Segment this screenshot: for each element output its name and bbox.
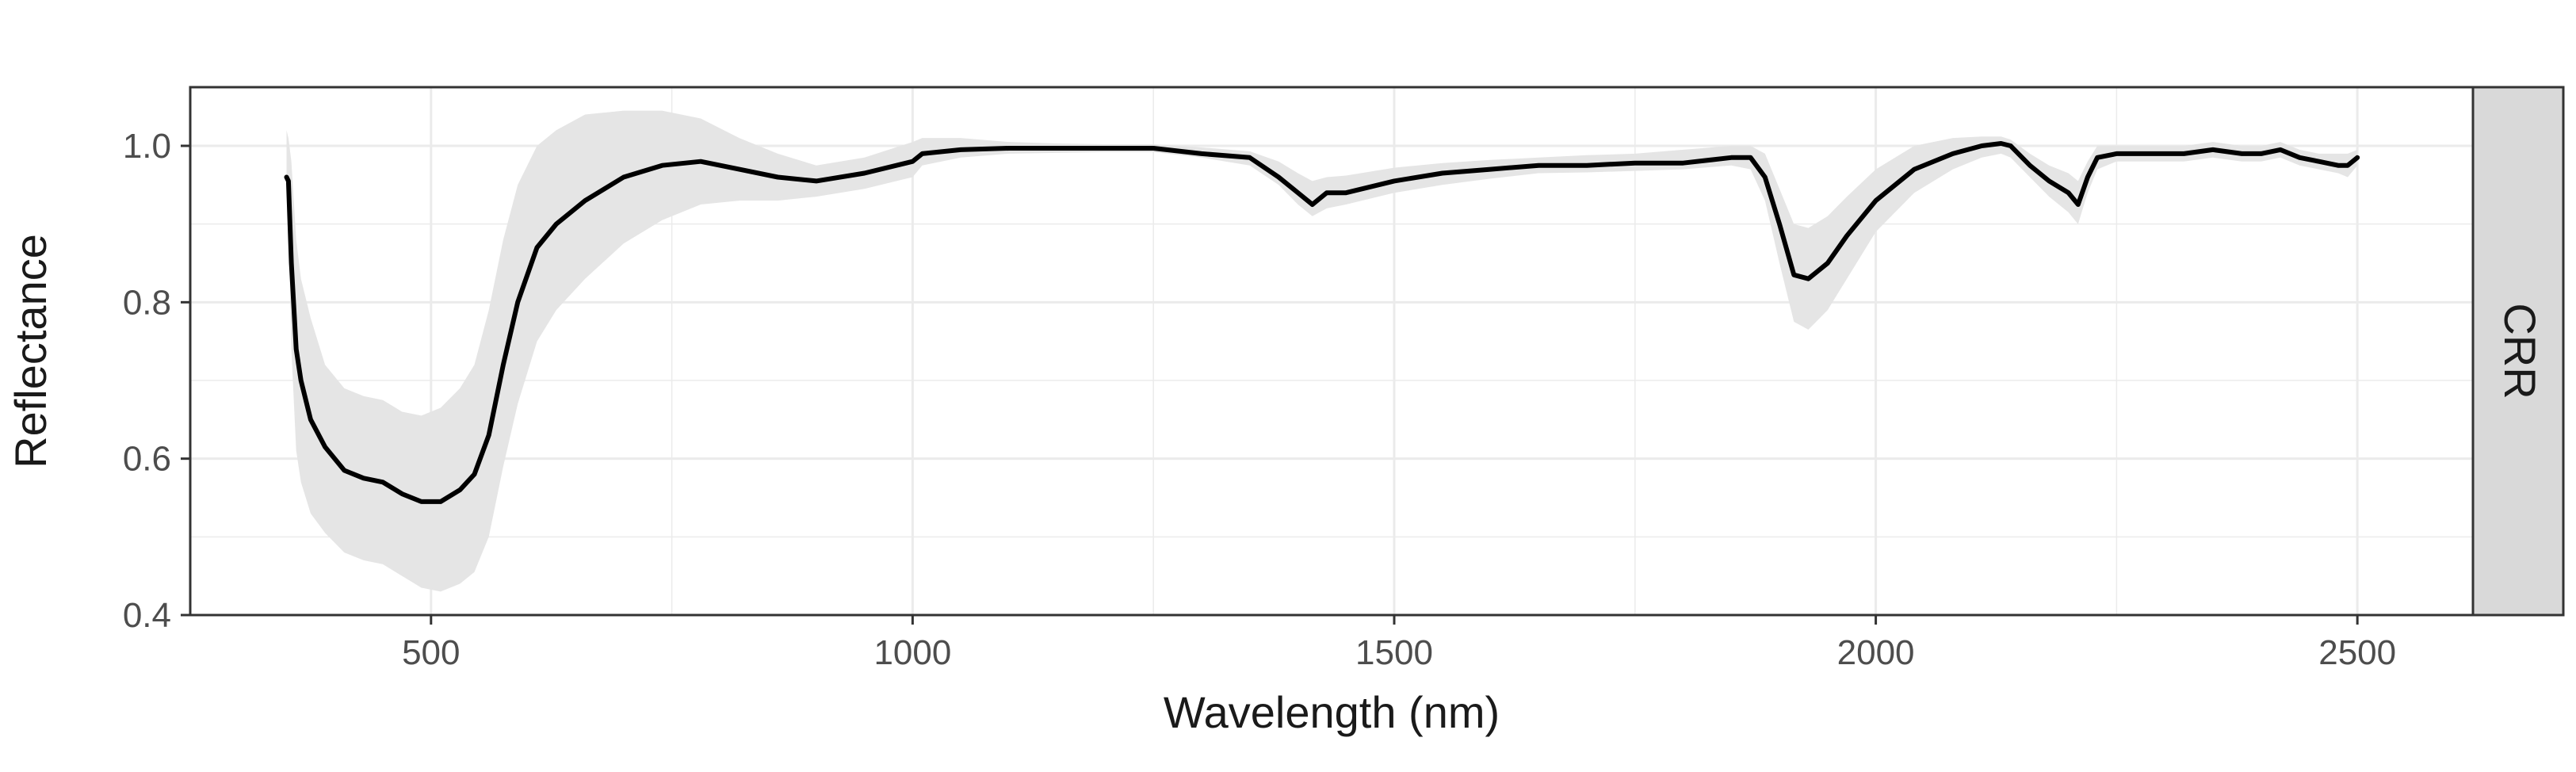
y-axis: 0.4 0.6 0.8 1.0 <box>123 127 190 635</box>
reflectance-line <box>284 141 2360 504</box>
y-tick-label: 0.4 <box>123 596 171 635</box>
x-tick-label: 1500 <box>1355 633 1433 672</box>
x-tick-label: 500 <box>402 633 460 672</box>
x-tick-label: 2500 <box>2318 633 2396 672</box>
x-axis-title: Wavelength (nm) <box>1164 687 1500 737</box>
confidence-ribbon <box>286 110 2358 592</box>
y-axis-title: Reflectance <box>6 234 55 468</box>
y-tick-label: 0.8 <box>123 283 171 322</box>
y-tick-label: 1.0 <box>123 127 171 166</box>
y-tick-label: 0.6 <box>123 440 171 479</box>
x-axis: 500 1000 1500 2000 2500 <box>402 615 2396 672</box>
x-tick-label: 1000 <box>873 633 951 672</box>
facet-strip-label: CRR <box>2495 303 2545 399</box>
facet-strip <box>2471 86 2565 617</box>
x-tick-label: 2000 <box>1837 633 1915 672</box>
